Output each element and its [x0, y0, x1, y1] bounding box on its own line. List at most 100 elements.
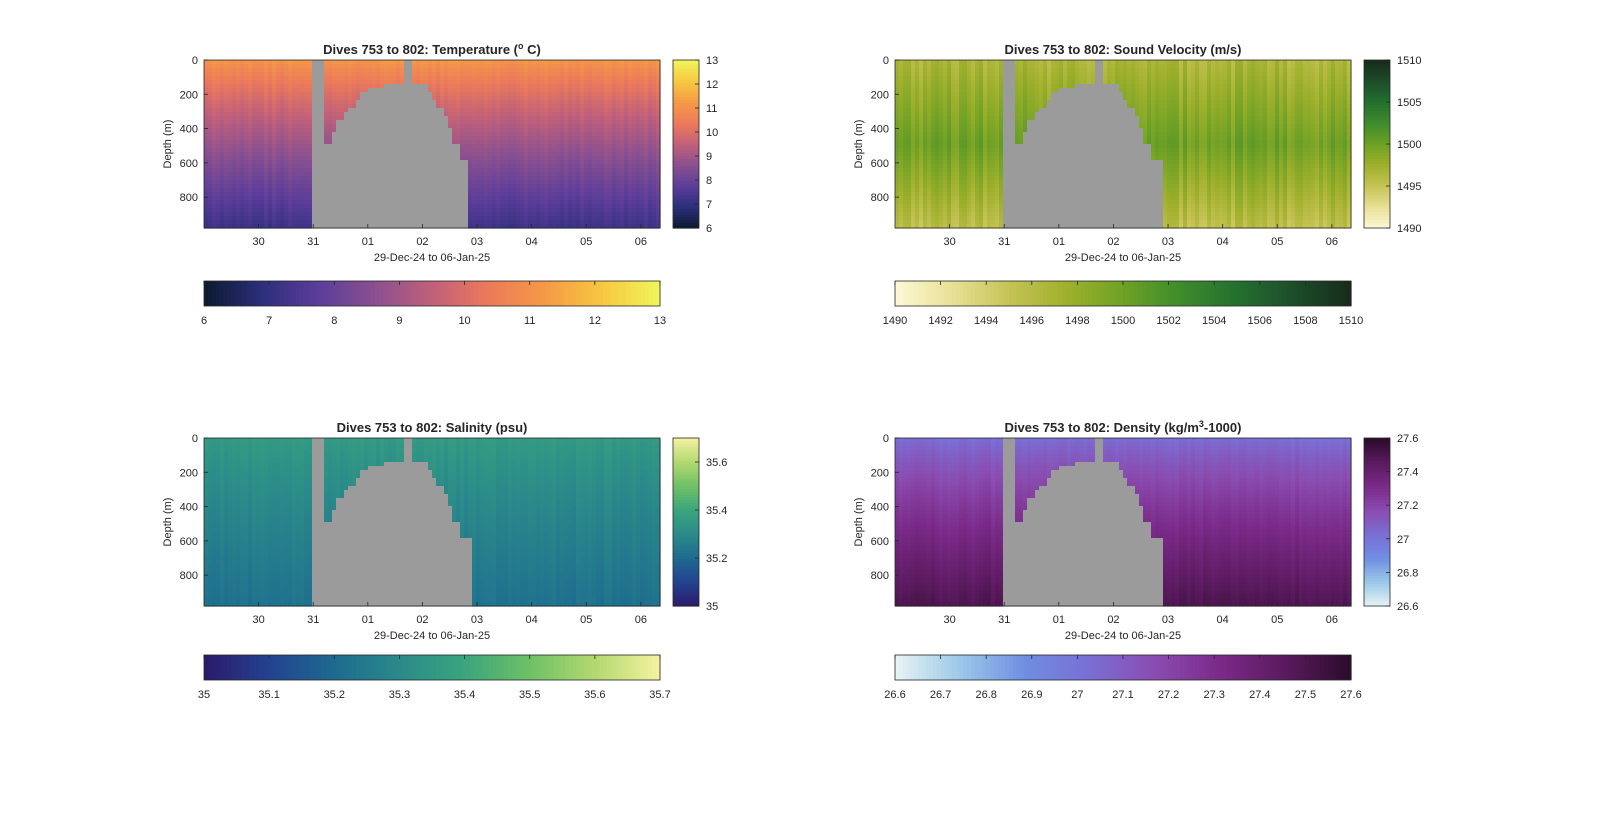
heatmap-cell — [452, 164, 457, 169]
heatmap-cell — [424, 84, 429, 89]
heatmap-cell — [256, 92, 261, 97]
heatmap-cell — [568, 68, 573, 73]
heatmap-cell — [432, 80, 437, 85]
heatmap-cell — [396, 224, 401, 229]
heatmap-cell — [588, 180, 593, 185]
heatmap-cell — [568, 196, 573, 201]
heatmap-cell — [496, 200, 501, 205]
heatmap-cell — [292, 80, 297, 85]
heatmap-cell — [432, 100, 437, 105]
heatmap-cell — [228, 188, 233, 193]
heatmap-cell — [476, 160, 481, 165]
heatmap-cell — [504, 180, 509, 185]
heatmap-cell — [444, 84, 449, 89]
heatmap-cell — [628, 156, 633, 161]
heatmap-cell — [428, 160, 433, 165]
heatmap-cell — [648, 168, 653, 173]
heatmap-cell — [240, 100, 245, 105]
heatmap-cell — [476, 176, 481, 181]
heatmap-cell — [432, 128, 437, 133]
heatmap-cell — [240, 104, 245, 109]
heatmap-cell — [292, 168, 297, 173]
heatmap-cell — [324, 208, 329, 213]
heatmap-cell — [252, 216, 257, 221]
heatmap-cell — [260, 68, 265, 73]
heatmap-cell — [324, 88, 329, 93]
colorbar-swatch — [673, 102, 699, 106]
heatmap-cell — [404, 216, 409, 221]
colorbar-swatch — [242, 281, 247, 306]
heatmap-cell — [504, 144, 509, 149]
heatmap-cell — [492, 68, 497, 73]
heatmap-cell — [556, 116, 561, 121]
heatmap-cell — [240, 176, 245, 181]
heatmap-cell — [388, 72, 393, 77]
heatmap-cell — [564, 172, 569, 177]
heatmap-cell — [616, 60, 621, 65]
heatmap-cell — [320, 200, 325, 205]
heatmap-cell — [408, 160, 413, 165]
heatmap-cell — [304, 180, 309, 185]
heatmap-cell — [496, 124, 501, 129]
heatmap-cell — [236, 188, 241, 193]
heatmap-cell — [600, 160, 605, 165]
heatmap-cell — [332, 220, 337, 225]
heatmap-cell — [260, 92, 265, 97]
heatmap-cell — [312, 76, 317, 81]
heatmap-cell — [280, 184, 285, 189]
heatmap-cell — [244, 140, 249, 145]
heatmap-cell — [276, 140, 281, 145]
heatmap-cell — [452, 176, 457, 181]
heatmap-cell — [612, 128, 617, 133]
heatmap-cell — [264, 108, 269, 113]
heatmap-cell — [404, 76, 409, 81]
heatmap-cell — [532, 76, 537, 81]
heatmap-cell — [552, 180, 557, 185]
heatmap-cell — [448, 180, 453, 185]
heatmap-cell — [564, 184, 569, 189]
heatmap-cell — [376, 72, 381, 77]
heatmap-cell — [512, 92, 517, 97]
heatmap-cell — [580, 108, 585, 113]
heatmap-cell — [632, 180, 637, 185]
heatmap-cell — [376, 220, 381, 225]
heatmap-cell — [476, 180, 481, 185]
heatmap-cell — [592, 176, 597, 181]
heatmap-cell — [444, 92, 449, 97]
heatmap-cell — [420, 124, 425, 129]
heatmap-cell — [488, 64, 493, 69]
heatmap-cell — [208, 196, 213, 201]
heatmap-cell — [308, 152, 313, 157]
heatmap-cell — [204, 168, 209, 173]
heatmap-cell — [284, 88, 289, 93]
heatmap-cell — [656, 172, 661, 177]
heatmap-cell — [588, 220, 593, 225]
heatmap-cell — [468, 92, 473, 97]
heatmap-cell — [300, 160, 305, 165]
heatmap-cell — [328, 208, 333, 213]
heatmap-cell — [348, 148, 353, 153]
heatmap-cell — [212, 128, 217, 133]
heatmap-cell — [484, 148, 489, 153]
heatmap-cell — [208, 152, 213, 157]
heatmap-cell — [360, 120, 365, 125]
heatmap-cell — [412, 112, 417, 117]
colorbar-swatch — [673, 194, 699, 198]
heatmap-cell — [616, 192, 621, 197]
heatmap-cell — [512, 204, 517, 209]
heatmap-cell — [212, 212, 217, 217]
heatmap-cell — [596, 152, 601, 157]
heatmap-cell — [480, 196, 485, 201]
heatmap-cell — [500, 112, 505, 117]
heatmap-cell — [296, 204, 301, 209]
heatmap-cell — [432, 188, 437, 193]
heatmap-cell — [440, 60, 445, 65]
heatmap-cell — [448, 200, 453, 205]
heatmap-cell — [596, 224, 601, 229]
heatmap-cell — [324, 148, 329, 153]
heatmap-cell — [552, 96, 557, 101]
heatmap-cell — [584, 176, 589, 181]
heatmap-cell — [348, 116, 353, 121]
colorbar-swatch — [673, 205, 699, 209]
heatmap-cell — [272, 60, 277, 65]
